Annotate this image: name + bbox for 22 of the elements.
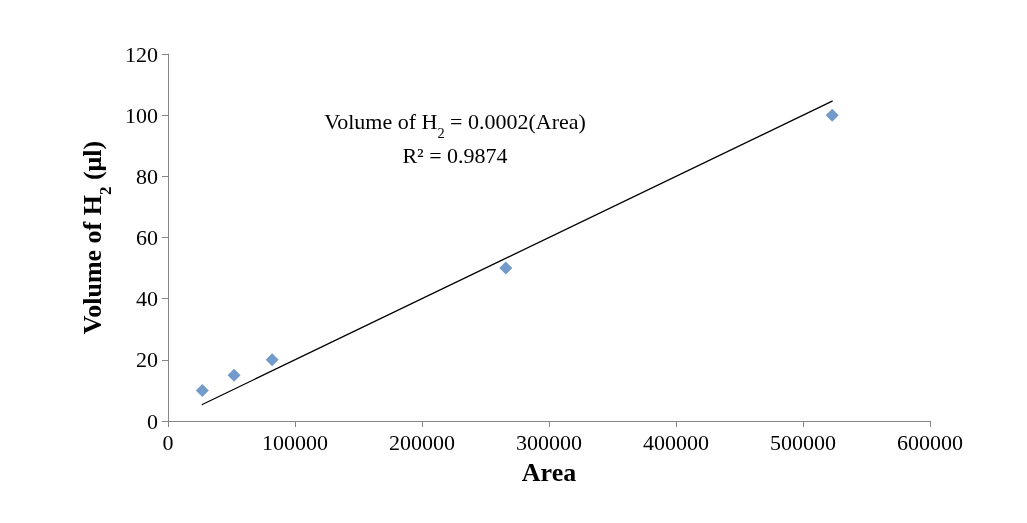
x-tick-label: 400000: [643, 429, 709, 455]
x-tick-label: 0: [162, 429, 174, 455]
point: [195, 383, 209, 397]
y-tick-label: 20: [136, 347, 158, 373]
x-tick-label: 100000: [262, 429, 328, 455]
y-tick-label: 60: [136, 225, 158, 250]
y-tick-label: 100: [125, 102, 158, 128]
y-tick-label: 120: [125, 41, 158, 67]
x-tick-label: 200000: [389, 429, 455, 455]
point: [265, 353, 279, 367]
x-axis-title: Area: [521, 457, 577, 487]
y-axis-title: Volume of H2 (μl): [77, 140, 116, 335]
point: [825, 108, 839, 122]
y-tick-label: 40: [136, 286, 158, 312]
y-tick-label: 0: [147, 408, 158, 434]
x-tick-label: 300000: [516, 429, 582, 455]
x-tick-label: 600000: [897, 429, 963, 455]
annotation: R² = 0.9874: [402, 142, 508, 168]
x-tick-label: 500000: [770, 429, 836, 455]
y-tick-label: 80: [136, 163, 158, 189]
point: [227, 368, 241, 382]
point: [499, 261, 513, 275]
